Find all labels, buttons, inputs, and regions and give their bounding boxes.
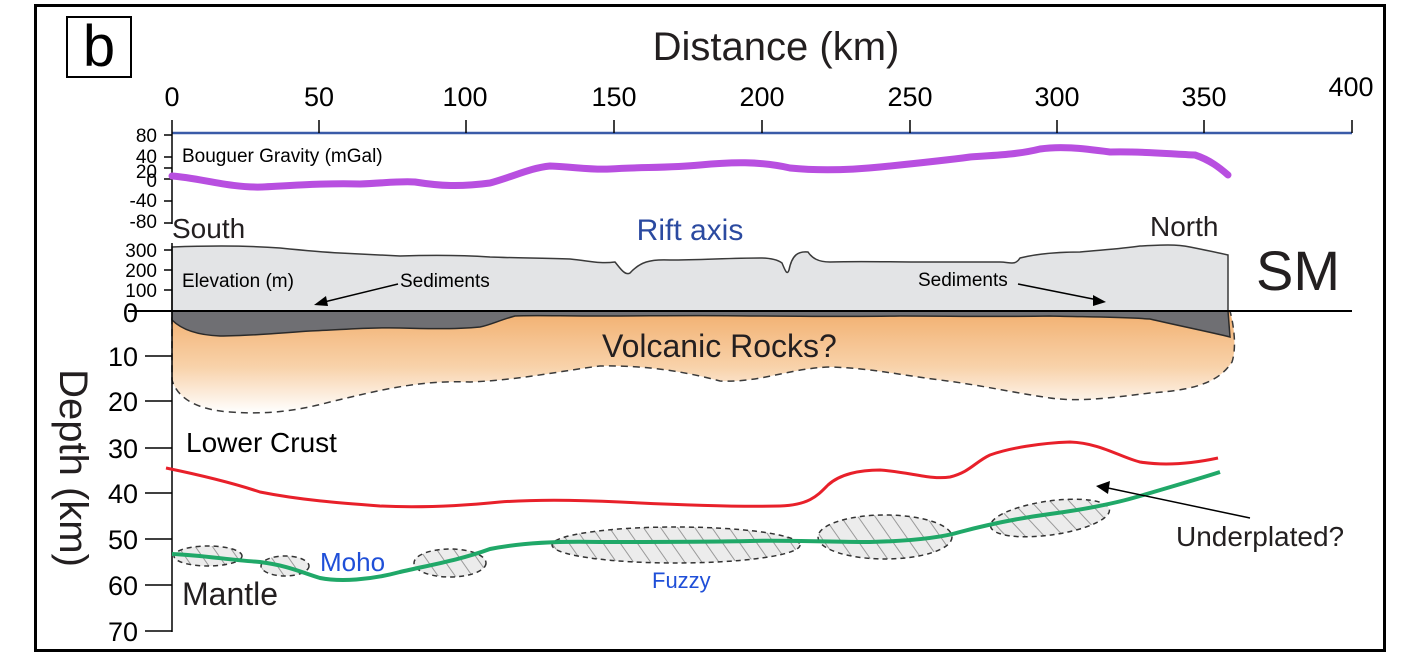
volcanic-rocks-body — [171, 310, 1236, 414]
elevation-tick-label: 100 — [125, 281, 157, 302]
elevation-tick-label: 300 — [125, 241, 157, 262]
fuzzy-zones — [173, 498, 1111, 578]
north-label: North — [1150, 211, 1218, 242]
depth-tick-label: 70 — [108, 617, 138, 647]
distance-tick-label: 400 — [1328, 72, 1373, 102]
sediments-label-left: Sediments — [400, 271, 490, 292]
depth-tick-label: 50 — [108, 525, 138, 555]
elevation-tick-label: 200 — [125, 261, 157, 282]
arrowhead-icon — [1096, 481, 1110, 494]
south-label: South — [172, 213, 245, 244]
distance-axis — [171, 120, 1353, 135]
distance-tick-label: 350 — [1181, 82, 1226, 112]
lower-crust-label: Lower Crust — [186, 427, 337, 458]
mantle-label: Mantle — [182, 576, 278, 612]
gravity-tick-label: -40 — [130, 191, 157, 212]
sediments-layer — [171, 310, 1231, 338]
gravity-tick-label: 40 — [136, 147, 157, 168]
underplated-label: Underplated? — [1176, 521, 1344, 552]
fuzzy-label: Fuzzy — [652, 568, 711, 593]
volcanic-rocks-label: Volcanic Rocks? — [602, 328, 837, 364]
distance-tick-label: 300 — [1034, 82, 1079, 112]
elevation-profile — [171, 244, 1229, 312]
gravity-axis: 80 40 20 0 -40 -80 Bouguer Gravity (mGal… — [130, 126, 383, 233]
depth-tick-label: 40 — [108, 479, 138, 509]
sediments-arrow-right — [1017, 283, 1099, 301]
distance-tick-label: 200 — [739, 82, 784, 112]
lower-crust-boundary — [165, 440, 1219, 509]
distance-axis-title: Distance (km) — [653, 25, 900, 69]
distance-tick-label: 50 — [304, 82, 334, 112]
distance-tick-label: 250 — [887, 82, 932, 112]
depth-tick-label: 60 — [108, 571, 138, 601]
depth-axis-title: Depth (km) — [51, 369, 95, 567]
distance-tick-label: 100 — [442, 82, 487, 112]
sm-label: SM — [1256, 239, 1340, 302]
moho-boundary — [171, 470, 1221, 582]
depth-tick-label: 20 — [108, 387, 138, 417]
elevation-axis: 300 200 100 Elevation (m) — [125, 241, 294, 311]
distance-tick-label: 150 — [591, 82, 636, 112]
fuzzy-zone — [817, 514, 953, 560]
depth-tick-label: 0 — [123, 298, 138, 328]
depth-tick-label: 10 — [108, 342, 138, 372]
sediments-label-right: Sediments — [918, 270, 1008, 291]
elevation-label: Elevation (m) — [182, 271, 294, 292]
gravity-tick-label: 20 — [136, 162, 157, 183]
gravity-label: Bouguer Gravity (mGal) — [182, 146, 383, 167]
moho-label: Moho — [320, 547, 385, 577]
fuzzy-zone — [989, 498, 1111, 538]
panel-label: b — [66, 16, 132, 78]
gravity-tick-label: 80 — [136, 126, 157, 147]
fuzzy-zone — [551, 526, 801, 564]
arrowhead-icon — [1093, 295, 1106, 306]
depth-axis: 0 10 20 30 40 50 60 70 Depth (km) — [51, 298, 173, 647]
distance-tick-label: 0 — [164, 82, 179, 112]
sediments-arrow-left — [319, 283, 399, 304]
depth-tick-label: 30 — [108, 434, 138, 464]
gravity-tick-label: -80 — [130, 212, 157, 233]
gravity-tick-label: 0 — [146, 171, 157, 192]
bouguer-gravity-curve — [168, 144, 1232, 191]
rift-axis-label: Rift axis — [637, 214, 744, 247]
distance-tick-labels: 0 50 100 150 200 250 300 350 400 — [164, 72, 1373, 112]
arrowhead-icon — [314, 296, 328, 306]
figure-frame — [34, 4, 1386, 652]
underplated-arrow — [1107, 487, 1251, 519]
